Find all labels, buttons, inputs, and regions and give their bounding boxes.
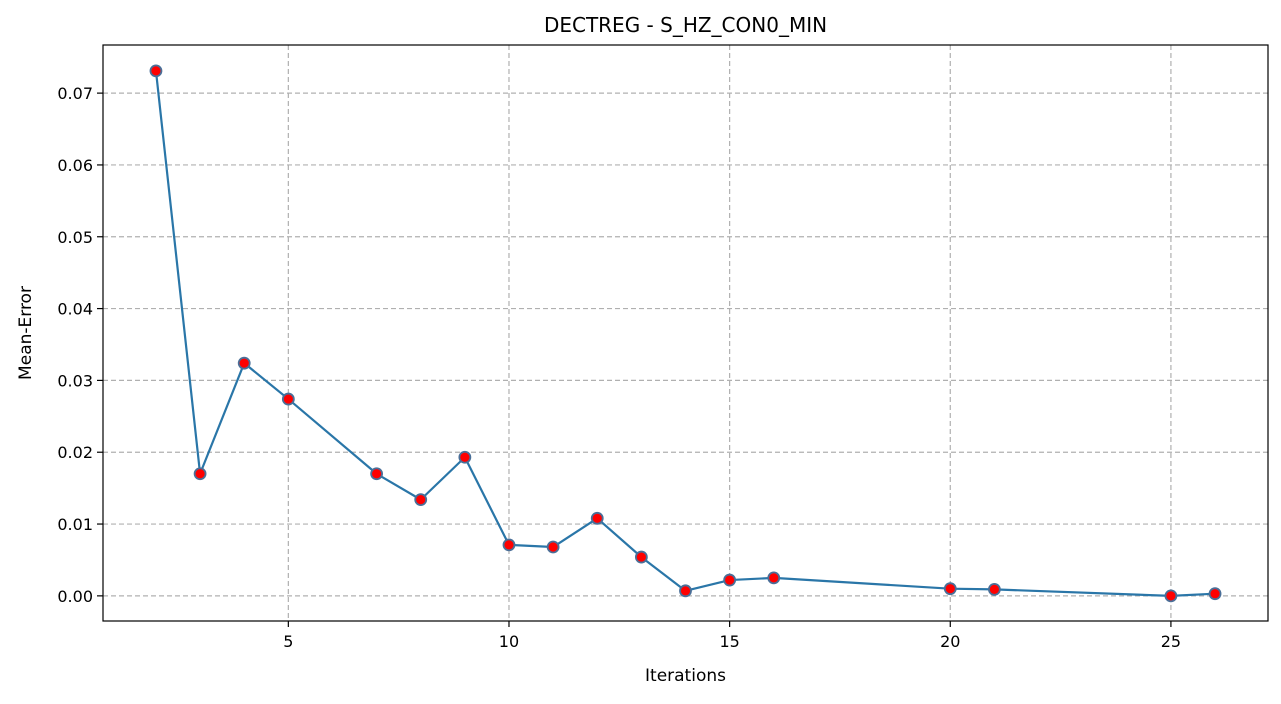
y-tick-label: 0.07: [57, 84, 93, 103]
data-point: [414, 493, 428, 507]
y-tick-label: 0.01: [57, 515, 93, 534]
data-point: [458, 450, 472, 464]
x-tick-label: 5: [283, 632, 293, 651]
y-tick-label: 0.06: [57, 156, 93, 175]
x-axis-label: Iterations: [645, 666, 726, 686]
data-point: [1208, 587, 1222, 601]
y-tick-label: 0.00: [57, 587, 93, 606]
series-layer: [149, 64, 1222, 603]
data-point: [502, 538, 516, 552]
data-point: [679, 584, 692, 598]
y-tick-label: 0.02: [57, 443, 93, 462]
x-tick-label: 25: [1161, 632, 1181, 651]
y-tick-label: 0.05: [57, 228, 93, 247]
data-point: [237, 356, 251, 370]
data-point: [723, 573, 737, 587]
x-tick-label: 10: [499, 632, 519, 651]
data-point: [767, 571, 781, 585]
series-line: [154, 70, 1216, 597]
data-point: [149, 64, 163, 78]
x-tick-label: 15: [719, 632, 739, 651]
data-point: [1164, 589, 1178, 603]
plot-frame: [102, 44, 1269, 622]
data-point: [634, 550, 648, 564]
data-point: [988, 582, 1001, 596]
data-point: [370, 467, 383, 481]
data-point: [281, 392, 295, 406]
ticks: 5 10 15 20 25 0.00 0.01 0.02 0.03 0.04 0.05 0.06 0.0…: [57, 84, 1181, 651]
grid: [103, 45, 1268, 621]
data-point: [546, 540, 560, 554]
data-point: [943, 582, 957, 596]
chart-title: DECTREG - S_HZ_CON0_MIN: [544, 13, 827, 37]
data-point: [193, 467, 207, 481]
y-tick-label: 0.03: [57, 371, 93, 390]
data-point: [590, 511, 604, 525]
x-tick-label: 20: [940, 632, 960, 651]
y-axis-label: Mean-Error: [16, 286, 36, 380]
y-tick-label: 0.04: [57, 300, 93, 319]
